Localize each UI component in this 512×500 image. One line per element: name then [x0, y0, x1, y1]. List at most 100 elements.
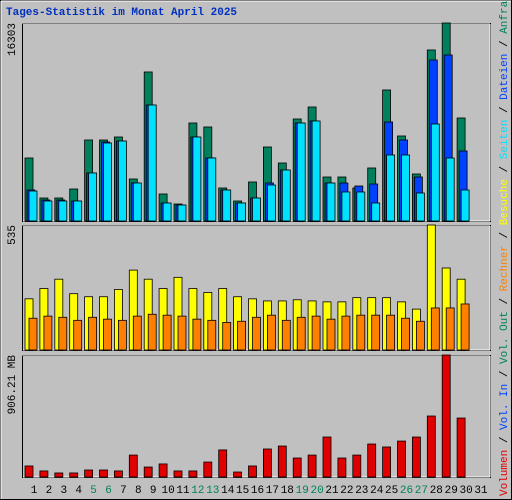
- legend: Volumen / Vol. In / Vol. Out / Rechner /…: [499, 0, 511, 496]
- bar: [88, 316, 97, 351]
- bar: [386, 154, 396, 222]
- bar: [322, 436, 332, 478]
- bar: [114, 470, 123, 478]
- legend-separator: /: [499, 430, 511, 450]
- x-tick-label: 23: [355, 485, 368, 497]
- bar: [118, 319, 127, 351]
- bar: [188, 470, 198, 478]
- bar: [262, 448, 272, 478]
- bar: [207, 157, 217, 222]
- bar: [237, 320, 247, 351]
- bar: [401, 154, 410, 222]
- bar: [173, 470, 183, 478]
- x-tick-label: 18: [281, 485, 294, 497]
- x-tick-label: 19: [296, 485, 309, 497]
- bar: [218, 449, 228, 478]
- x-tick-label: 11: [176, 485, 190, 497]
- bar: [411, 436, 421, 478]
- bar: [143, 466, 153, 478]
- x-tick-label: 17: [266, 485, 279, 497]
- bar: [326, 318, 336, 351]
- bar: [147, 104, 157, 222]
- x-tick-label: 29: [445, 485, 458, 497]
- bar: [222, 322, 232, 351]
- bar: [296, 316, 306, 351]
- bar: [132, 182, 142, 222]
- legend-entry: Rechner: [499, 245, 511, 291]
- bar: [292, 457, 302, 478]
- x-tick-label: 13: [206, 485, 219, 497]
- bar: [237, 202, 247, 222]
- bar: [401, 317, 410, 351]
- legend-entry: Anfragen: [499, 0, 511, 34]
- bar: [341, 315, 351, 351]
- x-tick-label: 4: [75, 485, 82, 497]
- x-tick-label: 12: [191, 485, 204, 497]
- bar: [266, 314, 276, 351]
- bar: [222, 189, 232, 222]
- bar: [158, 463, 168, 478]
- bar: [132, 315, 142, 351]
- x-tick-label: 7: [120, 485, 127, 497]
- bar: [341, 191, 351, 222]
- bar: [445, 157, 455, 222]
- bar: [203, 461, 213, 478]
- bar: [445, 307, 455, 351]
- legend-entry: Dateien: [499, 54, 511, 100]
- bar: [281, 169, 291, 222]
- x-tick-label: 2: [46, 485, 53, 497]
- x-tick-label: 27: [415, 485, 428, 497]
- x-tick-label: 10: [161, 485, 174, 497]
- bar: [73, 200, 83, 222]
- bar: [192, 136, 202, 222]
- bar: [54, 472, 64, 478]
- legend-separator: /: [499, 100, 511, 120]
- bar: [43, 200, 53, 222]
- bar: [88, 172, 97, 222]
- legend-separator: /: [499, 225, 511, 245]
- bar: [103, 142, 112, 222]
- legend-separator: /: [499, 159, 511, 179]
- bar: [43, 315, 53, 351]
- bar: [371, 314, 381, 351]
- bar: [69, 472, 79, 478]
- bar: [415, 192, 425, 222]
- bar: [24, 465, 34, 478]
- legend-entry: Besuche: [499, 179, 511, 225]
- x-tick-label: 3: [60, 485, 67, 497]
- x-tick-label: 15: [236, 485, 249, 497]
- x-tick-label: 8: [135, 485, 142, 497]
- bar: [277, 445, 287, 478]
- bar: [252, 316, 261, 351]
- x-tick-label: 16: [251, 485, 264, 497]
- bar: [39, 470, 49, 478]
- bar: [307, 454, 317, 478]
- bar: [456, 417, 466, 478]
- x-tick-label: 5: [90, 485, 97, 497]
- bar: [415, 320, 425, 351]
- legend-entry: Seiten: [499, 120, 511, 160]
- bar: [356, 191, 366, 222]
- bar: [162, 202, 172, 222]
- bar: [84, 469, 93, 478]
- bar: [296, 122, 306, 222]
- bar: [58, 200, 68, 222]
- bar: [73, 319, 83, 351]
- bar: [460, 189, 470, 222]
- bar: [397, 440, 406, 478]
- x-tick-label: 14: [221, 485, 235, 497]
- x-tick-label: 24: [370, 485, 384, 497]
- bar: [367, 443, 377, 478]
- bar: [207, 319, 217, 351]
- x-tick-label: 6: [105, 485, 112, 497]
- legend-separator: /: [499, 34, 511, 54]
- bar: [177, 204, 187, 222]
- x-tick-label: 30: [459, 485, 472, 497]
- x-tick-label: 22: [340, 485, 353, 497]
- legend-entry: Vol. Out: [499, 311, 511, 364]
- x-tick-label: 31: [474, 485, 488, 497]
- x-tick-label: 26: [400, 485, 413, 497]
- legend-entry: Volumen: [499, 450, 511, 496]
